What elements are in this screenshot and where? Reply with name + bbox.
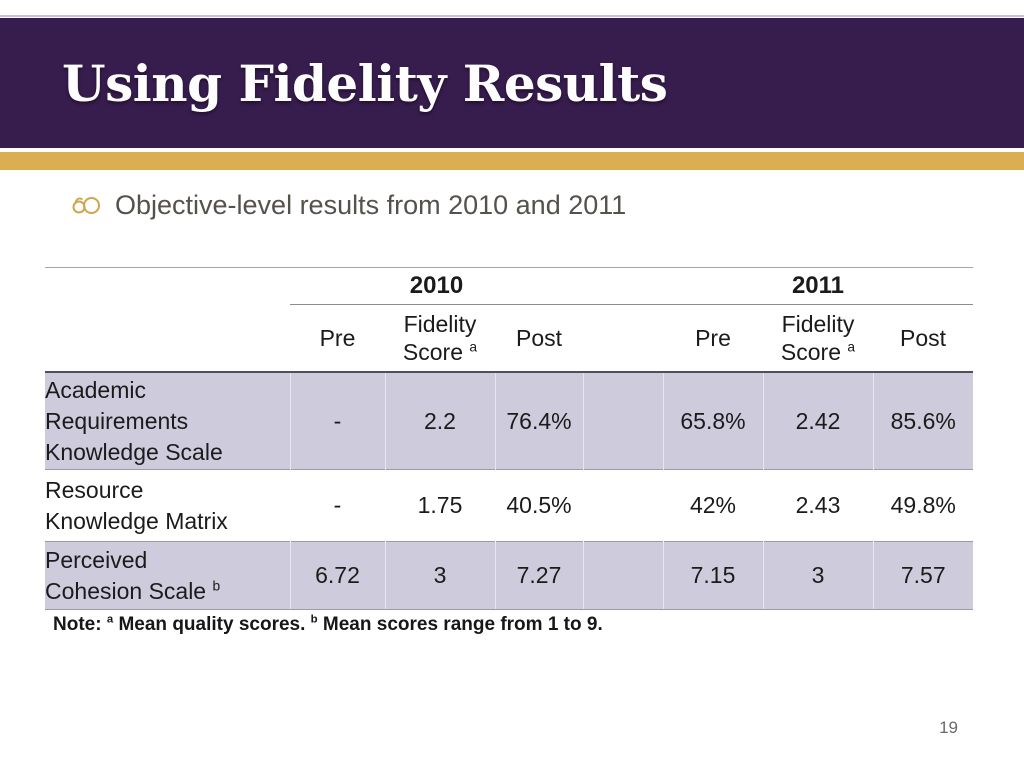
empty-corner-cell	[45, 267, 290, 305]
group-spacer-cell	[583, 267, 663, 305]
footnote-marker-a: a	[847, 339, 856, 355]
cell-2010-post: 76.4%	[494, 372, 583, 470]
column-header-post-2011: Post	[873, 304, 973, 373]
fidelity-header-line1: Fidelity	[781, 311, 855, 337]
row-label: Academic Requirements Knowledge Scale	[45, 372, 290, 470]
cell-2011-fidelity: 2.42	[762, 372, 873, 470]
cell-2010-fidelity: 1.75	[384, 469, 495, 542]
note-label: Note:	[53, 614, 102, 635]
table-row-academic-requirements: Academic Requirements Knowledge Scale - …	[45, 372, 973, 470]
cell-2011-pre: 7.15	[662, 541, 763, 610]
year-header-2010: 2010	[290, 267, 583, 305]
column-header-fidelity-2011: Fidelity Score a	[763, 304, 873, 373]
table-row-resource-knowledge: Resource Knowledge Matrix - 1.75 40.5% 4…	[45, 469, 973, 542]
gold-accent-stripe	[0, 152, 1024, 170]
cell-2010-pre: 6.72	[289, 541, 385, 610]
group-spacer-cell	[582, 469, 663, 542]
cell-2011-pre: 42%	[662, 469, 763, 542]
fidelity-header-line1: Fidelity	[403, 311, 477, 337]
empty-corner-cell	[45, 304, 290, 373]
cell-2010-post: 7.27	[494, 541, 583, 610]
footnote-marker-a: a	[106, 613, 114, 626]
row-label: Perceived Cohesion Scale b	[45, 541, 290, 610]
table-year-header-row: 2010 2011	[45, 267, 973, 305]
fidelity-header-line2: Score a	[780, 339, 856, 365]
column-header-pre-2010: Pre	[290, 304, 385, 373]
table-row-perceived-cohesion: Perceived Cohesion Scale b 6.72 3 7.27 7…	[45, 541, 973, 610]
year-header-2011: 2011	[663, 267, 973, 305]
cell-2010-pre: -	[289, 469, 385, 542]
slide-title-band: Using Fidelity Results	[0, 18, 1024, 148]
cell-2010-pre: -	[289, 372, 385, 470]
cell-2011-post: 7.57	[872, 541, 973, 610]
cell-2011-post: 85.6%	[872, 372, 973, 470]
group-spacer-cell	[583, 304, 663, 373]
slide-title: Using Fidelity Results	[62, 53, 668, 113]
note-text-a: Mean quality scores.	[118, 614, 306, 635]
footnote-marker-a: a	[469, 339, 478, 355]
cell-2011-pre: 65.8%	[662, 372, 763, 470]
note-text-b: Mean scores range from 1 to 9.	[322, 614, 603, 635]
cell-2010-fidelity: 3	[384, 541, 495, 610]
table-column-header-row: Pre Fidelity Score a Post Pre Fidelity S…	[45, 304, 973, 373]
column-header-post-2010: Post	[495, 304, 583, 373]
slide-page-number: 19	[939, 718, 958, 737]
top-divider-rule	[0, 15, 1024, 17]
cell-2011-fidelity: 2.43	[762, 469, 873, 542]
fidelity-results-table: 2010 2011 Pre Fidelity Score a Post Pre …	[45, 267, 973, 610]
cell-2011-fidelity: 3	[762, 541, 873, 610]
results-table-container: 2010 2011 Pre Fidelity Score a Post Pre …	[45, 267, 973, 636]
group-spacer-cell	[582, 372, 663, 470]
column-header-pre-2011: Pre	[663, 304, 763, 373]
cell-2011-post: 49.8%	[872, 469, 973, 542]
cell-2010-fidelity: 2.2	[384, 372, 495, 470]
column-header-fidelity-2010: Fidelity Score a	[385, 304, 495, 373]
double-loop-bullet-icon	[72, 197, 100, 214]
cell-2010-post: 40.5%	[494, 469, 583, 542]
footnote-marker-b: b	[310, 613, 318, 626]
fidelity-header-line2: Score a	[402, 339, 478, 365]
row-label: Resource Knowledge Matrix	[45, 469, 290, 542]
table-footnote: Note: a Mean quality scores. b Mean scor…	[45, 614, 973, 636]
group-spacer-cell	[582, 541, 663, 610]
bullet-line: Objective-level results from 2010 and 20…	[70, 188, 626, 222]
footnote-marker-b: b	[212, 577, 221, 593]
bullet-text: Objective-level results from 2010 and 20…	[115, 190, 627, 220]
